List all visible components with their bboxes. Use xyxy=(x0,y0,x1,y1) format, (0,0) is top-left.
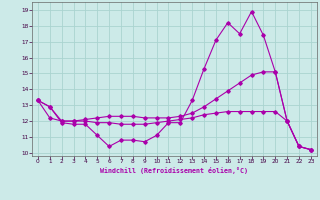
X-axis label: Windchill (Refroidissement éolien,°C): Windchill (Refroidissement éolien,°C) xyxy=(100,167,248,174)
